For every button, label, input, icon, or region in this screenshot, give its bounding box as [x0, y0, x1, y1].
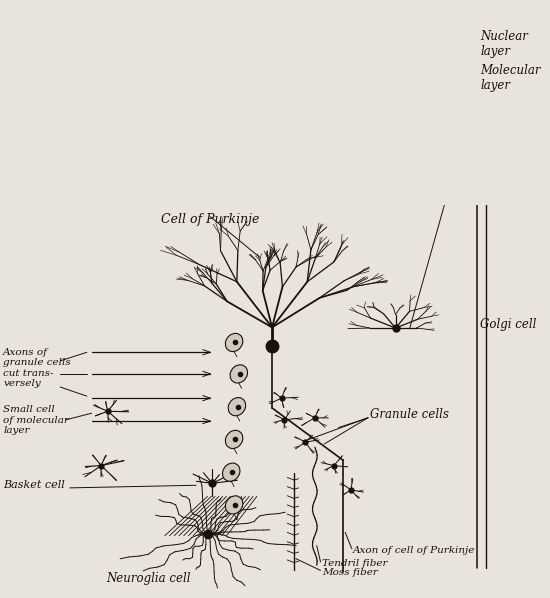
Text: Neuroglia cell: Neuroglia cell [106, 572, 191, 585]
Ellipse shape [223, 463, 240, 481]
Text: Small cell
of molecular
layer: Small cell of molecular layer [3, 405, 69, 435]
Ellipse shape [226, 496, 243, 514]
Text: Cell of Purkinje: Cell of Purkinje [161, 213, 260, 226]
Text: Basket cell: Basket cell [3, 480, 65, 490]
Text: Moss fiber: Moss fiber [322, 568, 378, 577]
Text: Molecular
layer: Molecular layer [480, 64, 541, 92]
Text: Nuclear
layer: Nuclear layer [480, 30, 528, 57]
Ellipse shape [226, 431, 243, 448]
Ellipse shape [230, 365, 248, 383]
Text: Golgi cell: Golgi cell [480, 318, 536, 331]
Ellipse shape [228, 398, 246, 416]
Text: Axon of cell of Purkinje: Axon of cell of Purkinje [353, 545, 475, 554]
Text: Granule cells: Granule cells [370, 408, 449, 421]
Ellipse shape [226, 334, 243, 352]
Text: Axons of
granule cells
cut trans-
versely: Axons of granule cells cut trans- versel… [3, 347, 71, 388]
Text: Tendril fiber: Tendril fiber [322, 559, 388, 568]
